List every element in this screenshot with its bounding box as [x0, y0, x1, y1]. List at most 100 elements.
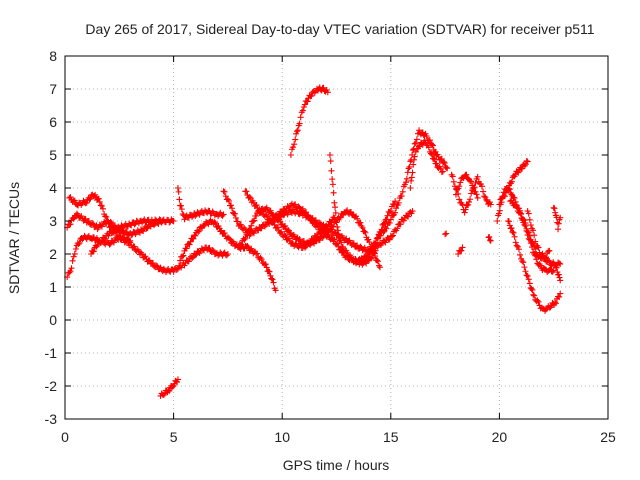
- y-tick-label: -3: [45, 411, 58, 427]
- data-point: [500, 189, 507, 196]
- data-point: [222, 193, 229, 200]
- data-point: [330, 189, 337, 196]
- data-point: [515, 246, 522, 253]
- data-point: [266, 268, 273, 275]
- data-point: [523, 157, 530, 164]
- data-point: [354, 215, 361, 222]
- data-point: [444, 165, 451, 172]
- data-point: [321, 230, 328, 237]
- data-point: [486, 233, 493, 240]
- data-point: [258, 256, 265, 263]
- data-points: [64, 84, 564, 399]
- data-point: [310, 218, 317, 225]
- series-low-arc: [157, 376, 181, 399]
- data-point: [116, 226, 123, 233]
- data-point: [237, 221, 244, 228]
- data-point: [482, 194, 489, 201]
- data-point: [399, 188, 406, 195]
- data-point: [73, 210, 80, 217]
- data-point: [359, 224, 366, 231]
- data-point: [100, 205, 107, 212]
- data-point: [331, 214, 338, 221]
- data-point: [344, 249, 351, 256]
- data-point: [123, 237, 130, 244]
- data-point: [496, 201, 503, 208]
- data-point: [388, 233, 395, 240]
- data-point: [232, 214, 239, 221]
- data-point: [556, 293, 563, 300]
- data-point: [512, 239, 519, 246]
- data-point: [68, 265, 75, 272]
- data-point: [238, 241, 245, 248]
- data-point: [382, 216, 389, 223]
- data-point: [166, 387, 173, 394]
- data-point: [403, 179, 410, 186]
- data-point: [373, 235, 380, 242]
- data-point: [299, 107, 306, 114]
- data-point: [284, 226, 291, 233]
- data-point: [327, 158, 334, 165]
- data-point: [328, 219, 335, 226]
- data-point: [296, 120, 303, 127]
- y-axis-label: SDTVAR / TECUs: [6, 182, 22, 294]
- data-point: [423, 133, 430, 140]
- data-point: [553, 264, 560, 271]
- data-point: [310, 237, 317, 244]
- data-point: [292, 136, 299, 143]
- data-point: [183, 245, 190, 252]
- data-point: [128, 222, 135, 229]
- data-point: [262, 261, 269, 268]
- data-point: [366, 251, 373, 258]
- data-point: [383, 225, 390, 232]
- data-point: [524, 231, 531, 238]
- series-arc-r: [455, 244, 466, 257]
- data-point: [299, 205, 306, 212]
- data-point: [102, 213, 109, 220]
- data-point: [519, 258, 526, 265]
- data-point: [411, 140, 418, 147]
- series-arc-y: [550, 204, 564, 233]
- x-tick-label: 15: [383, 429, 399, 445]
- x-tick-label: 5: [170, 429, 178, 445]
- data-point: [537, 262, 544, 269]
- data-point: [174, 379, 181, 386]
- data-point: [508, 197, 515, 204]
- series-arc-n: [407, 137, 446, 191]
- data-point: [250, 218, 257, 225]
- data-point: [368, 254, 375, 261]
- data-point: [320, 84, 327, 91]
- data-point: [334, 227, 341, 234]
- data-point: [90, 248, 97, 255]
- data-point: [179, 211, 186, 218]
- data-point: [440, 158, 447, 165]
- data-point: [221, 229, 228, 236]
- data-point: [301, 101, 308, 108]
- data-point: [494, 218, 501, 224]
- data-point: [71, 197, 78, 204]
- data-point: [72, 246, 79, 253]
- data-point: [300, 238, 307, 245]
- data-point: [450, 178, 457, 185]
- data-point: [521, 264, 528, 271]
- data-point: [159, 218, 166, 224]
- data-point: [366, 239, 373, 246]
- series-arc-a: [64, 210, 177, 239]
- data-point: [153, 262, 160, 269]
- data-point: [206, 244, 213, 251]
- data-point: [268, 275, 275, 282]
- data-point: [546, 258, 553, 265]
- data-point: [146, 257, 153, 264]
- data-point: [406, 163, 413, 170]
- data-point: [480, 188, 487, 195]
- data-point: [394, 225, 401, 232]
- chart-title: Day 265 of 2017, Sidereal Day-to-day VTE…: [85, 21, 594, 37]
- data-point: [467, 196, 474, 203]
- data-point: [411, 153, 418, 160]
- data-point: [271, 216, 278, 223]
- data-point: [479, 183, 486, 190]
- data-point: [144, 225, 151, 232]
- data-point: [228, 202, 235, 209]
- data-point: [509, 228, 516, 235]
- data-point: [513, 204, 520, 211]
- data-point: [189, 255, 196, 262]
